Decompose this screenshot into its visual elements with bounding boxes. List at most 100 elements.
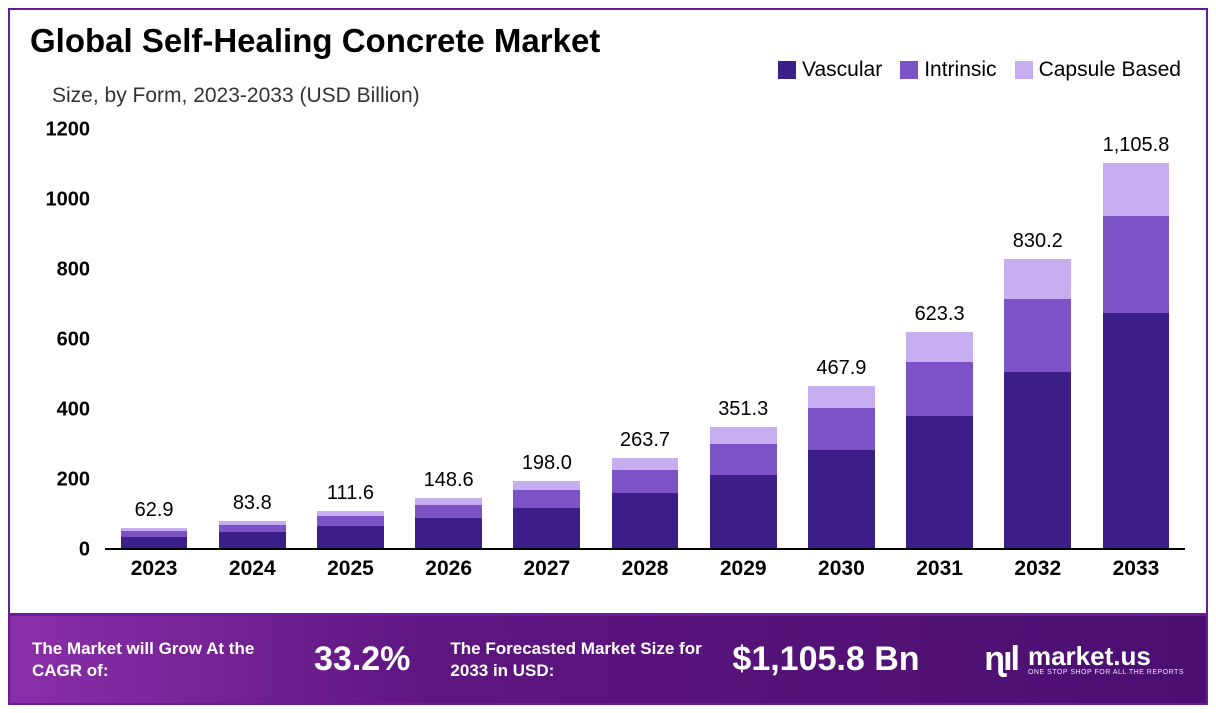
bar-slot: 623.3 xyxy=(891,130,989,550)
brand-tagline: ONE STOP SHOP FOR ALL THE REPORTS xyxy=(1028,669,1184,676)
legend-item: Intrinsic xyxy=(900,58,996,82)
bar-total-label: 111.6 xyxy=(301,482,399,505)
bar-stack xyxy=(906,332,973,550)
y-tick-label: 800 xyxy=(57,259,90,282)
bar-segment xyxy=(906,332,973,362)
bar-segment xyxy=(317,526,384,550)
footer-banner: The Market will Grow At the CAGR of: 33.… xyxy=(10,613,1206,703)
legend-item: Vascular xyxy=(778,58,882,82)
bar-stack xyxy=(1103,163,1170,550)
chart-subtitle: Size, by Form, 2023-2033 (USD Billion) xyxy=(52,84,420,108)
bar-segment xyxy=(415,518,482,550)
bar-slot: 1,105.8 xyxy=(1087,130,1185,550)
bar-slot: 111.6 xyxy=(301,130,399,550)
bar-stack xyxy=(710,427,777,550)
cagr-label: The Market will Grow At the CAGR of: xyxy=(32,638,292,681)
x-tick-label: 2024 xyxy=(203,557,301,592)
bars-container: 62.983.8111.6148.6198.0263.7351.3467.9 62… xyxy=(105,130,1185,550)
legend-label: Intrinsic xyxy=(924,58,996,82)
x-tick-label: 2029 xyxy=(694,557,792,592)
forecast-label: The Forecasted Market Size for 2033 in U… xyxy=(450,638,710,681)
x-tick-label: 2026 xyxy=(400,557,498,592)
brand-text: market.us ONE STOP SHOP FOR ALL THE REPO… xyxy=(1028,643,1184,676)
bar-total-label: 351.3 xyxy=(694,398,792,421)
bar-total-label: 83.8 xyxy=(203,492,301,515)
bar-slot: 830.2 xyxy=(989,130,1087,550)
bar-segment xyxy=(513,481,580,490)
bar-segment xyxy=(513,508,580,550)
bar-segment xyxy=(710,444,777,475)
bar-segment xyxy=(1004,259,1071,298)
bar-total-label: 623.3 xyxy=(891,303,989,326)
bar-stack xyxy=(219,521,286,550)
y-tick-label: 600 xyxy=(57,329,90,352)
bar-stack xyxy=(1004,259,1071,550)
bar-segment xyxy=(612,470,679,493)
brand-logo-icon: ɳıl xyxy=(984,640,1018,679)
bar-stack xyxy=(415,498,482,550)
bar-segment xyxy=(710,427,777,444)
legend-item: Capsule Based xyxy=(1015,58,1181,82)
forecast-value: $1,105.8 Bn xyxy=(732,640,919,679)
bar-stack xyxy=(612,458,679,550)
x-tick-label: 2031 xyxy=(891,557,989,592)
bar-segment xyxy=(317,516,384,526)
bar-slot: 467.9 xyxy=(792,130,890,550)
legend-label: Vascular xyxy=(802,58,882,82)
bar-total-label: 263.7 xyxy=(596,429,694,452)
bar-segment xyxy=(710,475,777,550)
bar-segment xyxy=(906,362,973,417)
x-tick-label: 2028 xyxy=(596,557,694,592)
bar-segment xyxy=(1004,299,1071,372)
cagr-value: 33.2% xyxy=(314,640,410,679)
bar-segment xyxy=(1103,163,1170,216)
bar-slot: 83.8 xyxy=(203,130,301,550)
bar-segment xyxy=(1103,313,1170,550)
legend-swatch xyxy=(1015,61,1033,79)
bar-total-label: 830.2 xyxy=(989,230,1087,253)
bar-segment xyxy=(1103,216,1170,313)
bar-total-label: 148.6 xyxy=(400,469,498,492)
x-axis-line xyxy=(105,548,1185,550)
bar-slot: 351.3 xyxy=(694,130,792,550)
chart-frame: Global Self-Healing Concrete Market Size… xyxy=(8,8,1208,705)
x-tick-label: 2030 xyxy=(792,557,890,592)
bar-segment xyxy=(906,416,973,550)
bar-segment xyxy=(1004,372,1071,550)
bar-segment xyxy=(808,386,875,408)
y-tick-label: 1000 xyxy=(46,189,91,212)
y-axis: 020040060080010001200 xyxy=(30,120,100,550)
bar-segment xyxy=(415,505,482,518)
bar-segment xyxy=(808,408,875,449)
bar-stack xyxy=(317,511,384,550)
legend-label: Capsule Based xyxy=(1039,58,1181,82)
legend: Vascular Intrinsic Capsule Based xyxy=(778,58,1181,82)
bar-segment xyxy=(219,525,286,532)
legend-swatch xyxy=(778,61,796,79)
bar-total-label: 198.0 xyxy=(498,452,596,475)
y-tick-label: 200 xyxy=(57,469,90,492)
bar-stack xyxy=(513,481,580,550)
bar-segment xyxy=(612,458,679,471)
y-tick-label: 400 xyxy=(57,399,90,422)
bar-slot: 198.0 xyxy=(498,130,596,550)
bar-slot: 62.9 xyxy=(105,130,203,550)
bar-stack xyxy=(121,528,188,550)
bar-total-label: 1,105.8 xyxy=(1087,134,1185,157)
y-tick-label: 1200 xyxy=(46,119,91,142)
brand: ɳıl market.us ONE STOP SHOP FOR ALL THE … xyxy=(984,640,1184,679)
x-axis-labels: 2023202420252026202720282029203020312032… xyxy=(105,557,1185,592)
bar-segment xyxy=(808,450,875,550)
bar-segment xyxy=(415,498,482,505)
bar-slot: 263.7 xyxy=(596,130,694,550)
brand-name: market.us xyxy=(1028,643,1184,669)
x-tick-label: 2027 xyxy=(498,557,596,592)
bar-total-label: 62.9 xyxy=(105,499,203,522)
bar-stack xyxy=(808,386,875,550)
chart-title: Global Self-Healing Concrete Market xyxy=(30,22,600,60)
x-tick-label: 2032 xyxy=(989,557,1087,592)
x-tick-label: 2023 xyxy=(105,557,203,592)
legend-swatch xyxy=(900,61,918,79)
x-tick-label: 2025 xyxy=(301,557,399,592)
bar-total-label: 467.9 xyxy=(792,357,890,380)
